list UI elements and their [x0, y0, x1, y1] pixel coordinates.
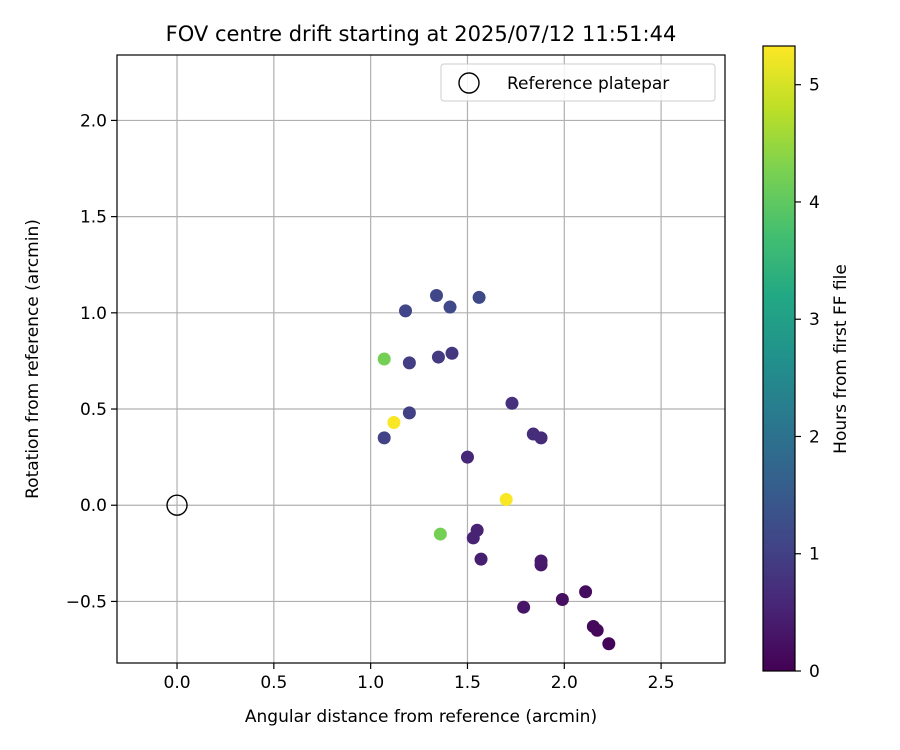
reference-platepar-marker [166, 494, 188, 516]
y-axis-label: Rotation from reference (arcmin) [23, 219, 43, 499]
scatter-points [377, 289, 616, 651]
data-point [377, 431, 391, 445]
x-tick-label: 1.5 [454, 673, 481, 693]
colorbar-frame [762, 45, 796, 672]
legend-box [440, 63, 716, 102]
data-point [472, 290, 486, 304]
data-point [499, 492, 513, 506]
grid [117, 55, 725, 663]
data-point [526, 427, 540, 441]
data-point [579, 585, 593, 599]
colorbar-ticks: 0 1 2 3 4 5 [795, 76, 820, 682]
colorbar-label: Hours from first FF file [831, 264, 851, 454]
y-axis-ticks: −0.5 0.0 0.5 1.0 1.5 2.0 [66, 111, 117, 612]
y-tick-label: 2.0 [80, 111, 107, 131]
colorbar-tick-label: 3 [809, 310, 820, 330]
colorbar: 0 1 2 3 4 5 Hours from first FF file [762, 45, 851, 682]
colorbar-tick-label: 4 [809, 193, 820, 213]
data-point [505, 396, 519, 410]
reference-marker-group [166, 494, 188, 516]
colorbar-tick-label: 5 [809, 76, 820, 96]
data-point [399, 304, 413, 318]
data-point [470, 523, 484, 537]
data-point [445, 346, 459, 360]
data-point [517, 600, 531, 614]
data-point [534, 554, 548, 568]
data-point [460, 450, 474, 464]
data-point [377, 352, 391, 366]
y-tick-label: 0.5 [80, 400, 107, 420]
data-point [402, 406, 416, 420]
x-axis-ticks: 0.0 0.5 1.0 1.5 2.0 2.5 [164, 663, 675, 693]
data-point [402, 356, 416, 370]
x-tick-label: 0.5 [260, 673, 287, 693]
y-tick-label: 1.5 [80, 208, 107, 228]
plot-frame [116, 54, 726, 664]
data-point [602, 637, 616, 651]
x-axis-label: Angular distance from reference (arcmin) [245, 707, 597, 727]
data-point [443, 300, 457, 314]
y-tick-label: 0.0 [80, 496, 107, 516]
colorbar-tick-label: 1 [809, 545, 820, 565]
x-tick-label: 1.0 [357, 673, 384, 693]
legend-reference-marker [458, 72, 480, 94]
data-point [387, 415, 401, 429]
y-tick-label: 1.0 [80, 304, 107, 324]
data-point [586, 619, 600, 633]
data-point [429, 289, 443, 303]
data-point [433, 527, 447, 541]
data-point [431, 350, 445, 364]
legend-entry-reference: Reference platepar [507, 74, 669, 94]
colorbar-gradient [763, 46, 795, 671]
chart-title: FOV centre drift starting at 2025/07/12 … [166, 22, 677, 46]
y-tick-label: −0.5 [66, 592, 107, 612]
colorbar-tick-label: 0 [809, 662, 820, 682]
data-point [555, 593, 569, 607]
x-tick-label: 2.0 [551, 673, 578, 693]
x-tick-label: 0.0 [164, 673, 191, 693]
data-point [474, 552, 488, 566]
legend: Reference platepar [440, 63, 716, 102]
x-tick-label: 2.5 [648, 673, 675, 693]
colorbar-tick-label: 2 [809, 427, 820, 447]
